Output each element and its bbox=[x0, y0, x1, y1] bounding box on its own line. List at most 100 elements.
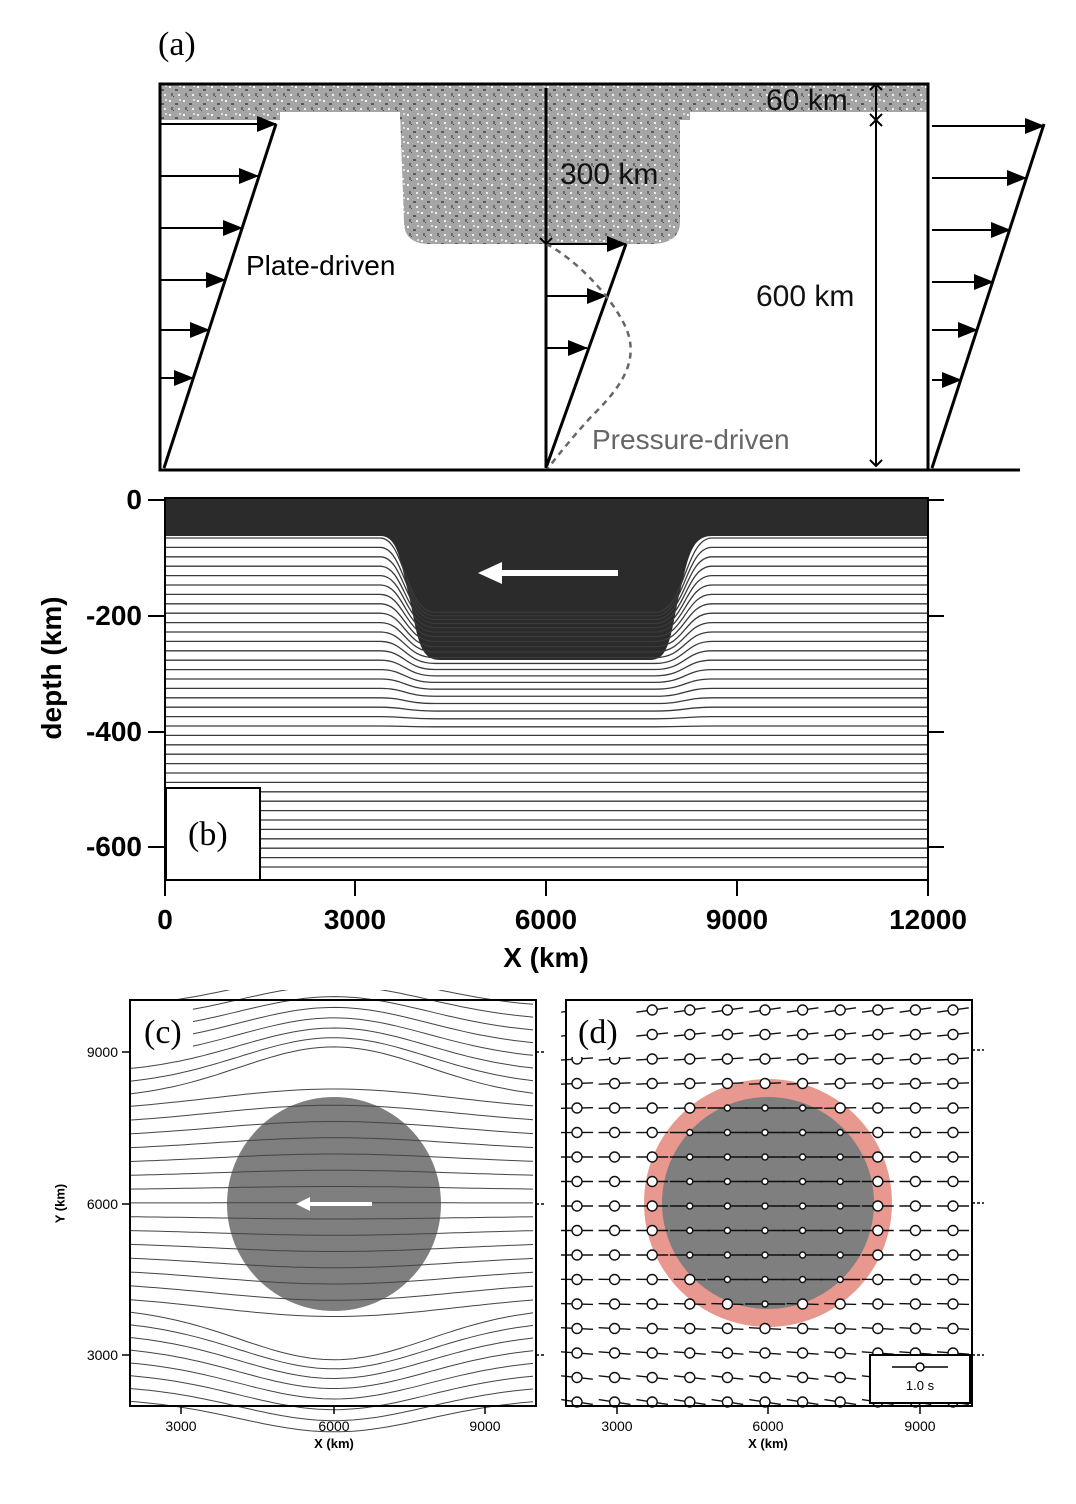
panel-c-frame bbox=[129, 999, 537, 1407]
panel-c-ylabel: Y (km) bbox=[52, 1183, 68, 1224]
panel-b-xtick-9000: 9000 bbox=[705, 904, 769, 935]
station-marker bbox=[684, 1273, 696, 1286]
station-marker bbox=[646, 1347, 658, 1359]
station-marker bbox=[836, 1128, 844, 1137]
plan-streamline bbox=[130, 1104, 534, 1121]
station-marker bbox=[684, 1053, 696, 1065]
panel-b-xtick-12000: 12000 bbox=[889, 904, 967, 935]
station-marker bbox=[646, 1371, 658, 1384]
station-marker bbox=[571, 1371, 583, 1384]
station-marker bbox=[608, 1151, 621, 1163]
keel-circle-d bbox=[662, 1097, 874, 1309]
station-marker bbox=[646, 1273, 658, 1286]
streamline bbox=[166, 621, 927, 653]
station-marker bbox=[947, 1224, 959, 1237]
station-marker bbox=[686, 1177, 694, 1186]
station-marker bbox=[836, 1177, 844, 1186]
streamline bbox=[166, 593, 927, 638]
station-marker bbox=[761, 1300, 769, 1308]
splitting-vectors bbox=[560, 1004, 970, 1408]
panel-b-yticks bbox=[148, 499, 944, 848]
station-marker bbox=[947, 1004, 959, 1016]
station-marker bbox=[646, 1126, 658, 1139]
station-marker bbox=[759, 1347, 771, 1359]
station-marker bbox=[684, 1077, 696, 1090]
station-marker bbox=[796, 1053, 809, 1065]
plan-streamline bbox=[130, 1230, 534, 1236]
streamline bbox=[166, 640, 927, 665]
station-marker bbox=[798, 1104, 807, 1112]
panel-c-letter: (c) bbox=[144, 1014, 182, 1051]
station-marker bbox=[872, 1298, 884, 1310]
station-marker bbox=[909, 1004, 922, 1016]
panel-c-plot bbox=[122, 990, 545, 1433]
streamline bbox=[166, 725, 927, 728]
station-marker bbox=[686, 1153, 694, 1161]
label-300km: 300 km bbox=[560, 158, 659, 191]
station-marker bbox=[646, 1102, 658, 1114]
station-marker bbox=[872, 1322, 884, 1335]
station-marker bbox=[723, 1226, 732, 1235]
station-marker bbox=[759, 1004, 771, 1016]
streamline bbox=[166, 697, 927, 705]
station-marker bbox=[571, 1102, 583, 1114]
panel-b-ylabel: depth (km) bbox=[36, 596, 67, 740]
station-marker bbox=[798, 1275, 807, 1284]
station-marker bbox=[608, 1347, 621, 1359]
station-marker bbox=[947, 1175, 959, 1188]
station-marker bbox=[834, 1322, 846, 1335]
pressure-driven-curve bbox=[545, 242, 632, 469]
panel-c-xtick-3000: 3000 bbox=[165, 1418, 197, 1434]
station-marker bbox=[798, 1153, 807, 1161]
plan-streamline bbox=[130, 1299, 534, 1317]
panel-c-xlabel: X (km) bbox=[314, 1436, 354, 1451]
streamline bbox=[166, 565, 927, 625]
panel-b-xlabel: X (km) bbox=[503, 942, 589, 973]
streamline bbox=[166, 603, 927, 643]
station-marker bbox=[646, 1249, 658, 1261]
plan-streamline bbox=[130, 1257, 534, 1269]
dimension-lines bbox=[539, 82, 883, 468]
station-marker bbox=[759, 1322, 771, 1335]
station-marker bbox=[684, 1028, 696, 1041]
station-marker bbox=[646, 1224, 658, 1237]
station-marker bbox=[872, 1224, 884, 1237]
panel-b-ytick-0: 0 bbox=[126, 484, 142, 515]
station-marker bbox=[761, 1251, 769, 1259]
plan-streamline bbox=[130, 990, 534, 1006]
station-marker bbox=[796, 1347, 809, 1359]
label-600km: 600 km bbox=[756, 280, 855, 313]
plan-streamline bbox=[130, 1088, 534, 1107]
station-marker bbox=[684, 1322, 696, 1335]
station-marker bbox=[608, 1298, 621, 1310]
plan-streamline bbox=[130, 1121, 534, 1135]
station-marker bbox=[721, 1028, 734, 1041]
station-marker bbox=[834, 1298, 846, 1310]
station-marker bbox=[608, 1077, 621, 1090]
station-marker bbox=[796, 1004, 809, 1016]
station-marker bbox=[909, 1102, 922, 1114]
station-marker bbox=[723, 1251, 732, 1259]
station-marker bbox=[947, 1077, 959, 1090]
station-marker bbox=[909, 1126, 922, 1139]
station-marker bbox=[608, 1175, 621, 1188]
station-marker bbox=[909, 1077, 922, 1090]
station-marker bbox=[571, 1298, 583, 1310]
station-marker bbox=[646, 1322, 658, 1335]
station-marker bbox=[836, 1153, 844, 1161]
station-marker bbox=[759, 1077, 771, 1090]
plan-streamlines bbox=[130, 990, 534, 1433]
station-marker bbox=[761, 1177, 769, 1186]
plan-streamline bbox=[130, 1017, 534, 1057]
station-marker bbox=[761, 1104, 769, 1112]
station-marker bbox=[796, 1371, 809, 1384]
station-marker bbox=[909, 1028, 922, 1041]
station-marker bbox=[836, 1251, 844, 1259]
streamline bbox=[166, 706, 927, 712]
plan-streamline bbox=[130, 1137, 534, 1149]
streamlines bbox=[166, 537, 927, 868]
station-marker bbox=[571, 1224, 583, 1237]
station-marker bbox=[947, 1053, 959, 1065]
panel-c-ytick-3000: 3000 bbox=[86, 1347, 118, 1363]
station-marker bbox=[646, 1200, 658, 1212]
